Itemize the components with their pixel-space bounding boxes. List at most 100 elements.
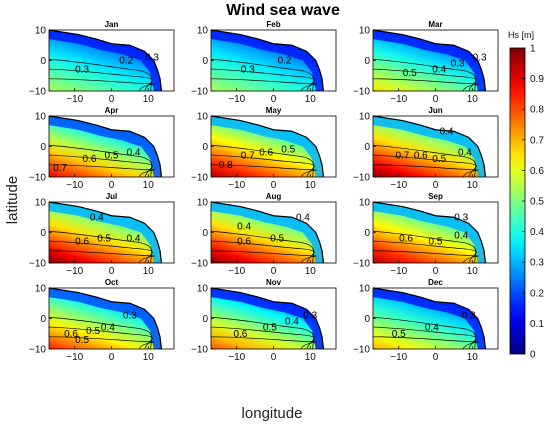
panel-title: Jul xyxy=(106,192,118,201)
coastline xyxy=(372,115,487,178)
contour-label: 0.3 xyxy=(454,212,468,223)
x-tick-label: 10 xyxy=(305,266,317,277)
contour-label: 0.6 xyxy=(237,237,251,248)
colorbar-tick-label: 0 xyxy=(530,350,536,361)
land-mask xyxy=(49,116,174,177)
contour-line xyxy=(372,164,479,178)
contour-label: 0.3 xyxy=(473,53,487,64)
x-axis-label: longitude xyxy=(242,405,303,422)
contour-line xyxy=(372,78,479,92)
panel-dec: Dec −10 0 10 −10 0 10 0.3 0.5 0.4 xyxy=(353,278,499,363)
contour-line xyxy=(48,336,155,350)
contour-line xyxy=(210,336,317,350)
x-tick-label: 0 xyxy=(433,266,439,277)
coastline xyxy=(210,287,325,350)
contour-label: 0.5 xyxy=(429,237,443,248)
contour-label: 0.3 xyxy=(123,311,137,322)
coastline xyxy=(210,29,325,92)
y-tick-label: 10 xyxy=(197,284,209,295)
panel-title: Nov xyxy=(266,278,282,287)
wave-height-field xyxy=(211,288,324,349)
y-tick-label: 0 xyxy=(364,228,370,239)
coastline xyxy=(48,201,163,264)
panel-title: Oct xyxy=(105,278,119,287)
land-mask xyxy=(211,288,336,349)
x-tick-label: 0 xyxy=(433,94,439,105)
x-tick-label: 0 xyxy=(109,94,115,105)
y-tick-label: 0 xyxy=(40,228,46,239)
panel-jun: Jun −10 0 10 −10 0 10 0.4 0.7 0.6 0.5 0.4 xyxy=(353,106,499,191)
contour-line xyxy=(372,250,479,264)
colorbar-tick-label: 0.8 xyxy=(530,105,544,116)
x-tick-label: −10 xyxy=(228,94,245,105)
y-tick-label: −10 xyxy=(191,173,208,184)
panel-jan: Jan −10 0 10 −10 0 10 0.3 0.2 0.3 xyxy=(29,20,175,105)
wave-height-field xyxy=(373,116,486,177)
contour-label: 0.4 xyxy=(127,234,141,245)
x-tick-label: 0 xyxy=(109,180,115,191)
coastline xyxy=(48,287,163,350)
contour-label: 0.6 xyxy=(82,154,96,165)
panel-title: May xyxy=(266,106,282,115)
x-tick-label: 0 xyxy=(109,266,115,277)
x-tick-label: 10 xyxy=(467,352,479,363)
contour-line xyxy=(48,250,155,264)
y-tick-label: 10 xyxy=(359,112,371,123)
contour-label: 0.7 xyxy=(241,151,255,162)
y-tick-label: 0 xyxy=(202,314,208,325)
x-tick-label: 0 xyxy=(433,180,439,191)
panel-apr: Apr −10 0 10 −10 0 10 0.7 0.6 0.5 0.4 xyxy=(29,106,175,191)
wave-height-field xyxy=(373,30,486,91)
contour-label: 0.5 xyxy=(86,326,100,337)
x-tick-label: −10 xyxy=(390,266,407,277)
y-tick-label: −10 xyxy=(29,259,46,270)
contour-line xyxy=(48,164,155,178)
contour-label: 0.6 xyxy=(414,151,428,162)
x-tick-label: 0 xyxy=(271,352,277,363)
contour-label: 0.5 xyxy=(263,323,277,334)
x-tick-label: −10 xyxy=(66,180,83,191)
contour-label: 0.7 xyxy=(395,151,409,162)
x-tick-label: 10 xyxy=(143,180,155,191)
y-tick-label: 10 xyxy=(35,198,47,209)
y-tick-label: −10 xyxy=(29,173,46,184)
coastline xyxy=(372,29,487,92)
contour-label: 0.6 xyxy=(259,148,273,159)
land-mask xyxy=(49,30,174,91)
x-tick-label: 10 xyxy=(467,94,479,105)
panel-title: Mar xyxy=(428,20,442,29)
land-mask xyxy=(373,116,498,177)
colorbar-label: Hs [m] xyxy=(508,30,534,40)
land-mask xyxy=(211,202,336,263)
contour-label: 0.4 xyxy=(90,212,104,223)
wave-height-field xyxy=(49,202,162,263)
y-tick-label: −10 xyxy=(353,345,370,356)
y-tick-label: 10 xyxy=(35,284,47,295)
panel-feb: Feb −10 0 10 −10 0 10 0.3 0.2 xyxy=(191,20,337,105)
panel-jul: Jul −10 0 10 −10 0 10 0.4 0.6 0.5 0.4 xyxy=(29,192,175,277)
land-mask xyxy=(373,288,498,349)
wave-height-field xyxy=(211,116,324,177)
contour-line xyxy=(210,78,317,92)
panel-grid: Jan −10 0 10 −10 0 10 0.3 0.2 0.3 Feb −10 0 10 −10 0 10 0… xyxy=(29,20,499,363)
colorbar-tick-label: 0.6 xyxy=(530,166,544,177)
y-tick-label: −10 xyxy=(29,345,46,356)
contour-label: 0.3 xyxy=(303,311,317,322)
colorbar-tick-label: 0.7 xyxy=(530,135,544,146)
x-tick-label: −10 xyxy=(66,94,83,105)
y-tick-label: 10 xyxy=(35,26,47,37)
contour-label: 0.5 xyxy=(432,154,446,165)
contour-label: 0.3 xyxy=(241,65,255,76)
contour-label: 0.4 xyxy=(285,317,299,328)
x-tick-label: 10 xyxy=(467,180,479,191)
coastline xyxy=(372,287,487,350)
contour-label: 0.3 xyxy=(75,65,89,76)
y-tick-label: 10 xyxy=(359,284,371,295)
contour-label: 0.4 xyxy=(440,126,454,137)
x-tick-label: −10 xyxy=(228,266,245,277)
contour-label: 0.2 xyxy=(278,56,292,67)
wave-height-field xyxy=(49,30,162,91)
x-tick-label: 10 xyxy=(143,266,155,277)
contour-label: 0.3 xyxy=(451,59,465,70)
